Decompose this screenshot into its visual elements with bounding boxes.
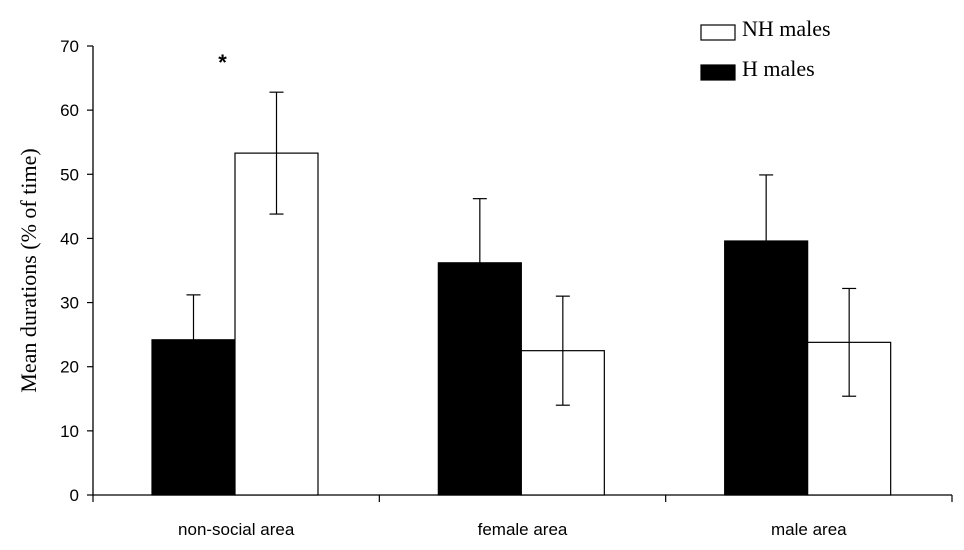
annotations: * (218, 50, 227, 75)
y-tick-label: 40 (60, 229, 79, 248)
y-tick-label: 10 (60, 422, 79, 441)
legend-label: NH males (742, 16, 831, 41)
significance-marker: * (218, 50, 227, 75)
y-tick-label: 30 (60, 294, 79, 313)
y-tick-label: 50 (60, 165, 79, 184)
y-axis-title: Mean durations (% of time) (16, 148, 41, 392)
x-tick-label: non-social area (178, 520, 295, 539)
y-tick-label: 70 (60, 37, 79, 56)
legend: NH males H males (700, 16, 831, 81)
legend-swatch (700, 64, 736, 81)
y-tick-label: 0 (70, 486, 79, 505)
x-axis: non-social area female area male area (92, 494, 953, 539)
y-tick-label: 20 (60, 358, 79, 377)
y-axis: 0 10 20 30 40 50 60 70 (60, 37, 94, 505)
error-bars (186, 91, 857, 406)
x-tick-label: male area (771, 520, 847, 539)
legend-label: H males (742, 56, 815, 81)
bars (151, 152, 892, 496)
x-tick-label: female area (478, 520, 568, 539)
y-tick-label: 60 (60, 101, 79, 120)
legend-swatch (700, 24, 736, 41)
